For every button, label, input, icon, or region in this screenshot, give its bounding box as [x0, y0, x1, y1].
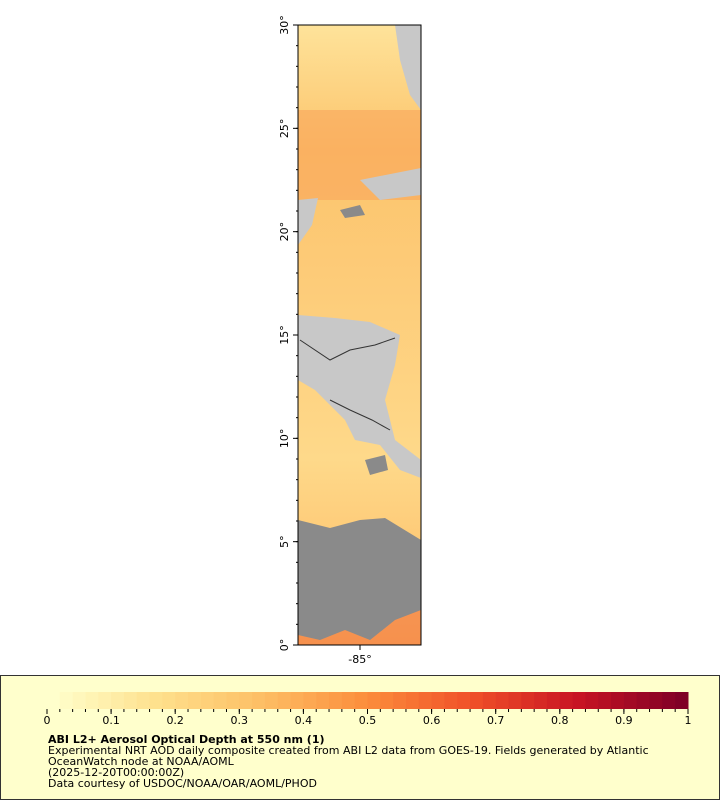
colorbar-swatch	[367, 692, 381, 709]
colorbar-swatch	[111, 692, 125, 709]
colorbar-swatch	[559, 692, 574, 709]
colorbar-swatch	[521, 692, 535, 709]
colorbar-tick-label: 0.8	[551, 714, 569, 727]
lat-tick-label: 10°	[278, 429, 291, 449]
colorbar-swatch	[162, 692, 176, 709]
colorbar-swatch	[213, 692, 227, 709]
colorbar-swatch	[136, 692, 151, 709]
cloud-mask	[298, 518, 421, 640]
legend-line: Experimental NRT AOD daily composite cre…	[48, 744, 649, 757]
lat-tick-label: 5°	[278, 535, 291, 548]
colorbar-swatch	[264, 692, 279, 709]
legend-title: ABI L2+ Aerosol Optical Depth at 550 nm …	[48, 733, 325, 746]
land	[360, 168, 421, 200]
colorbar-swatch	[59, 692, 74, 709]
colorbar-swatch	[457, 692, 471, 709]
land	[298, 198, 318, 245]
colorbar-tick-label: 0.9	[615, 714, 633, 727]
colorbar-swatch	[188, 692, 202, 709]
colorbar-swatch	[508, 692, 522, 709]
colorbar-swatch	[649, 692, 663, 709]
colorbar-swatch	[290, 692, 304, 709]
colorbar-swatch	[175, 692, 189, 709]
colorbar-swatch	[675, 692, 689, 709]
colorbar-swatch	[495, 692, 510, 709]
lon-tick-label: -85°	[348, 653, 371, 666]
colorbar-swatch	[341, 692, 356, 709]
colorbar-tick-label: 0.2	[166, 714, 184, 727]
colorbar-swatch	[226, 692, 240, 709]
colorbar-swatch	[598, 692, 612, 709]
lat-tick-label: 20°	[278, 222, 291, 242]
colorbar-swatch	[252, 692, 266, 709]
legend-line: Data courtesy of USDOC/NOAA/OAR/AOML/PHO…	[48, 777, 317, 790]
map	[297, 24, 422, 646]
colorbar-tick-label: 0.1	[102, 714, 120, 727]
colorbar-swatch	[200, 692, 215, 709]
colorbar-tick-label: 0	[44, 714, 51, 727]
legend-line: (2025-12-20T00:00:00Z)	[48, 766, 184, 779]
cloud-mask	[365, 455, 388, 475]
colorbar-swatch	[444, 692, 458, 709]
colorbar-swatch	[623, 692, 638, 709]
colorbar-swatch	[316, 692, 330, 709]
land	[395, 25, 421, 110]
colorbar-swatch	[123, 692, 138, 709]
colorbar-swatch	[418, 692, 433, 709]
border	[299, 337, 396, 361]
colorbar-swatch	[636, 692, 651, 709]
colorbar-swatch	[482, 692, 497, 709]
colorbar-swatch	[572, 692, 586, 709]
colorbar-swatch	[393, 692, 407, 709]
colorbar-swatch	[47, 692, 61, 709]
colorbar-swatch	[470, 692, 484, 709]
colorbar-swatch	[98, 692, 112, 709]
cloud-mask	[340, 205, 365, 218]
colorbar-tick-label: 0.3	[231, 714, 249, 727]
colorbar: 0 0.1 0.2 0.3 0.4 0.5 0.6 0.7 0.8 0.9 1	[44, 692, 692, 727]
colorbar-swatch	[277, 692, 292, 709]
colorbar-swatch	[239, 692, 253, 709]
colorbar-tick-label: 0.4	[295, 714, 313, 727]
colorbar-swatch	[303, 692, 317, 709]
colorbar-swatch	[534, 692, 548, 709]
colorbar-swatch	[585, 692, 599, 709]
colorbar-swatch	[329, 692, 343, 709]
colorbar-swatch	[85, 692, 99, 709]
lat-tick-label: 30°	[278, 15, 291, 35]
colorbar-tick-label: 0.5	[359, 714, 377, 727]
colorbar-swatch	[611, 692, 625, 709]
colorbar-tick-label: 0.6	[423, 714, 441, 727]
colorbar-swatch	[380, 692, 394, 709]
lat-tick-label: 25°	[278, 119, 291, 139]
lat-tick-label: 15°	[278, 325, 291, 345]
land	[298, 315, 421, 478]
colorbar-tick-label: 0.7	[487, 714, 505, 727]
colorbar-swatch	[354, 692, 368, 709]
colorbar-swatch	[405, 692, 420, 709]
legend-line: OceanWatch node at NOAA/AOML	[48, 755, 235, 768]
colorbar-swatch	[662, 692, 676, 709]
colorbar-tick-label: 1	[685, 714, 692, 727]
colorbar-swatch	[546, 692, 561, 709]
colorbar-swatch	[149, 692, 163, 709]
lat-tick-label: 0°	[278, 639, 291, 652]
border	[329, 399, 391, 431]
colorbar-swatch	[72, 692, 86, 709]
colorbar-swatch	[431, 692, 445, 709]
